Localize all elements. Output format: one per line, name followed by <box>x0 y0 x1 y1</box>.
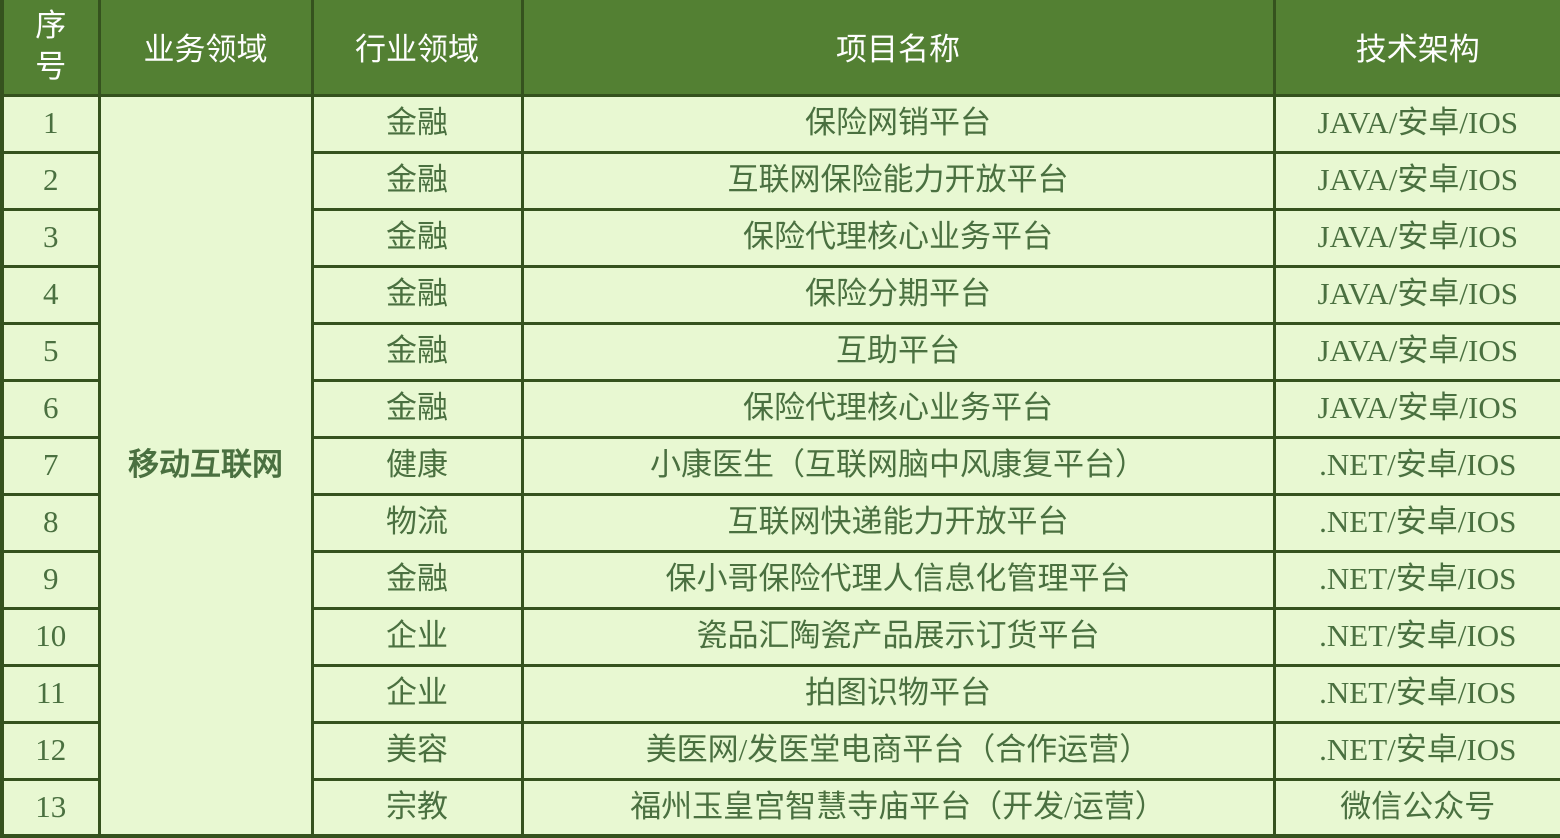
tech-architecture-cell: .NET/安卓/IOS <box>1272 435 1560 496</box>
project-name-cell: 拍图识物平台 <box>520 663 1276 724</box>
tech-architecture-cell: .NET/安卓/IOS <box>1272 663 1560 724</box>
column-header-tech-architecture: 技术架构 <box>1272 0 1560 97</box>
serial-no-cell: 7 <box>0 435 101 496</box>
industry-cell: 健康 <box>310 435 524 496</box>
serial-no-cell: 9 <box>0 549 101 610</box>
industry-cell: 企业 <box>310 663 524 724</box>
project-name-cell: 保险网销平台 <box>520 93 1276 154</box>
table-row: 2 金融 互联网保险能力开放平台 JAVA/安卓/IOS <box>0 150 1560 211</box>
header-row: 序 号 业务领域 行业领域 项目名称 技术架构 <box>0 0 1560 97</box>
industry-cell: 金融 <box>310 549 524 610</box>
serial-no-cell: 5 <box>0 321 101 382</box>
table-row: 9 金融 保小哥保险代理人信息化管理平台 .NET/安卓/IOS <box>0 549 1560 610</box>
project-name-cell: 福州玉皇宫智慧寺庙平台（开发/运营） <box>520 777 1276 838</box>
table-row: 8 物流 互联网快递能力开放平台 .NET/安卓/IOS <box>0 492 1560 553</box>
project-name-cell: 美医网/发医堂电商平台（合作运营） <box>520 720 1276 781</box>
column-header-project-name: 项目名称 <box>520 0 1276 97</box>
industry-cell: 金融 <box>310 207 524 268</box>
project-name-cell: 保险分期平台 <box>520 264 1276 325</box>
project-name-cell: 保险代理核心业务平台 <box>520 207 1276 268</box>
project-name-cell: 互助平台 <box>520 321 1276 382</box>
industry-cell: 宗教 <box>310 777 524 838</box>
industry-cell: 金融 <box>310 378 524 439</box>
industry-cell: 企业 <box>310 606 524 667</box>
serial-no-cell: 6 <box>0 378 101 439</box>
project-name-cell: 小康医生（互联网脑中风康复平台） <box>520 435 1276 496</box>
industry-cell: 金融 <box>310 150 524 211</box>
serial-no-cell: 10 <box>0 606 101 667</box>
serial-no-cell: 12 <box>0 720 101 781</box>
tech-architecture-cell: JAVA/安卓/IOS <box>1272 207 1560 268</box>
serial-no-cell: 2 <box>0 150 101 211</box>
tech-architecture-cell: JAVA/安卓/IOS <box>1272 264 1560 325</box>
tech-architecture-cell: .NET/安卓/IOS <box>1272 720 1560 781</box>
serial-no-cell: 11 <box>0 663 101 724</box>
project-name-cell: 保小哥保险代理人信息化管理平台 <box>520 549 1276 610</box>
tech-architecture-cell: JAVA/安卓/IOS <box>1272 150 1560 211</box>
column-header-industry-domain: 行业领域 <box>310 0 524 97</box>
table-row: 11 企业 拍图识物平台 .NET/安卓/IOS <box>0 663 1560 724</box>
project-name-cell: 互联网保险能力开放平台 <box>520 150 1276 211</box>
table-header: 序 号 业务领域 行业领域 项目名称 技术架构 <box>0 0 1560 97</box>
tech-architecture-cell: .NET/安卓/IOS <box>1272 549 1560 610</box>
column-header-business-domain: 业务领域 <box>97 0 314 97</box>
industry-cell: 金融 <box>310 264 524 325</box>
industry-cell: 金融 <box>310 321 524 382</box>
table-row: 1 移动互联网 金融 保险网销平台 JAVA/安卓/IOS <box>0 93 1560 838</box>
business-domain-cell: 移动互联网 <box>97 93 314 838</box>
industry-cell: 金融 <box>310 93 524 154</box>
column-header-serial-no: 序 号 <box>0 0 101 97</box>
serial-no-cell: 3 <box>0 207 101 268</box>
project-name-cell: 保险代理核心业务平台 <box>520 378 1276 439</box>
industry-cell: 物流 <box>310 492 524 553</box>
tech-architecture-cell: JAVA/安卓/IOS <box>1272 378 1560 439</box>
serial-no-cell: 4 <box>0 264 101 325</box>
table-body: 1 移动互联网 金融 保险网销平台 JAVA/安卓/IOS 2 金融 互联网保险… <box>0 93 1560 838</box>
table-row: 3 金融 保险代理核心业务平台 JAVA/安卓/IOS <box>0 207 1560 268</box>
project-name-cell: 瓷品汇陶瓷产品展示订货平台 <box>520 606 1276 667</box>
table-row: 7 健康 小康医生（互联网脑中风康复平台） .NET/安卓/IOS <box>0 435 1560 496</box>
industry-cell: 美容 <box>310 720 524 781</box>
table-row: 5 金融 互助平台 JAVA/安卓/IOS <box>0 321 1560 382</box>
project-name-cell: 互联网快递能力开放平台 <box>520 492 1276 553</box>
table-row: 4 金融 保险分期平台 JAVA/安卓/IOS <box>0 264 1560 325</box>
tech-architecture-cell: JAVA/安卓/IOS <box>1272 321 1560 382</box>
table-row: 13 宗教 福州玉皇宫智慧寺庙平台（开发/运营） 微信公众号 <box>0 777 1560 838</box>
tech-architecture-cell: 微信公众号 <box>1272 777 1560 838</box>
serial-no-cell: 13 <box>0 777 101 838</box>
table-row: 6 金融 保险代理核心业务平台 JAVA/安卓/IOS <box>0 378 1560 439</box>
tech-architecture-cell: JAVA/安卓/IOS <box>1272 93 1560 154</box>
tech-architecture-cell: .NET/安卓/IOS <box>1272 606 1560 667</box>
table-row: 12 美容 美医网/发医堂电商平台（合作运营） .NET/安卓/IOS <box>0 720 1560 781</box>
table-row: 10 企业 瓷品汇陶瓷产品展示订货平台 .NET/安卓/IOS <box>0 606 1560 667</box>
serial-no-cell: 8 <box>0 492 101 553</box>
serial-no-cell: 1 <box>0 93 101 154</box>
tech-architecture-cell: .NET/安卓/IOS <box>1272 492 1560 553</box>
